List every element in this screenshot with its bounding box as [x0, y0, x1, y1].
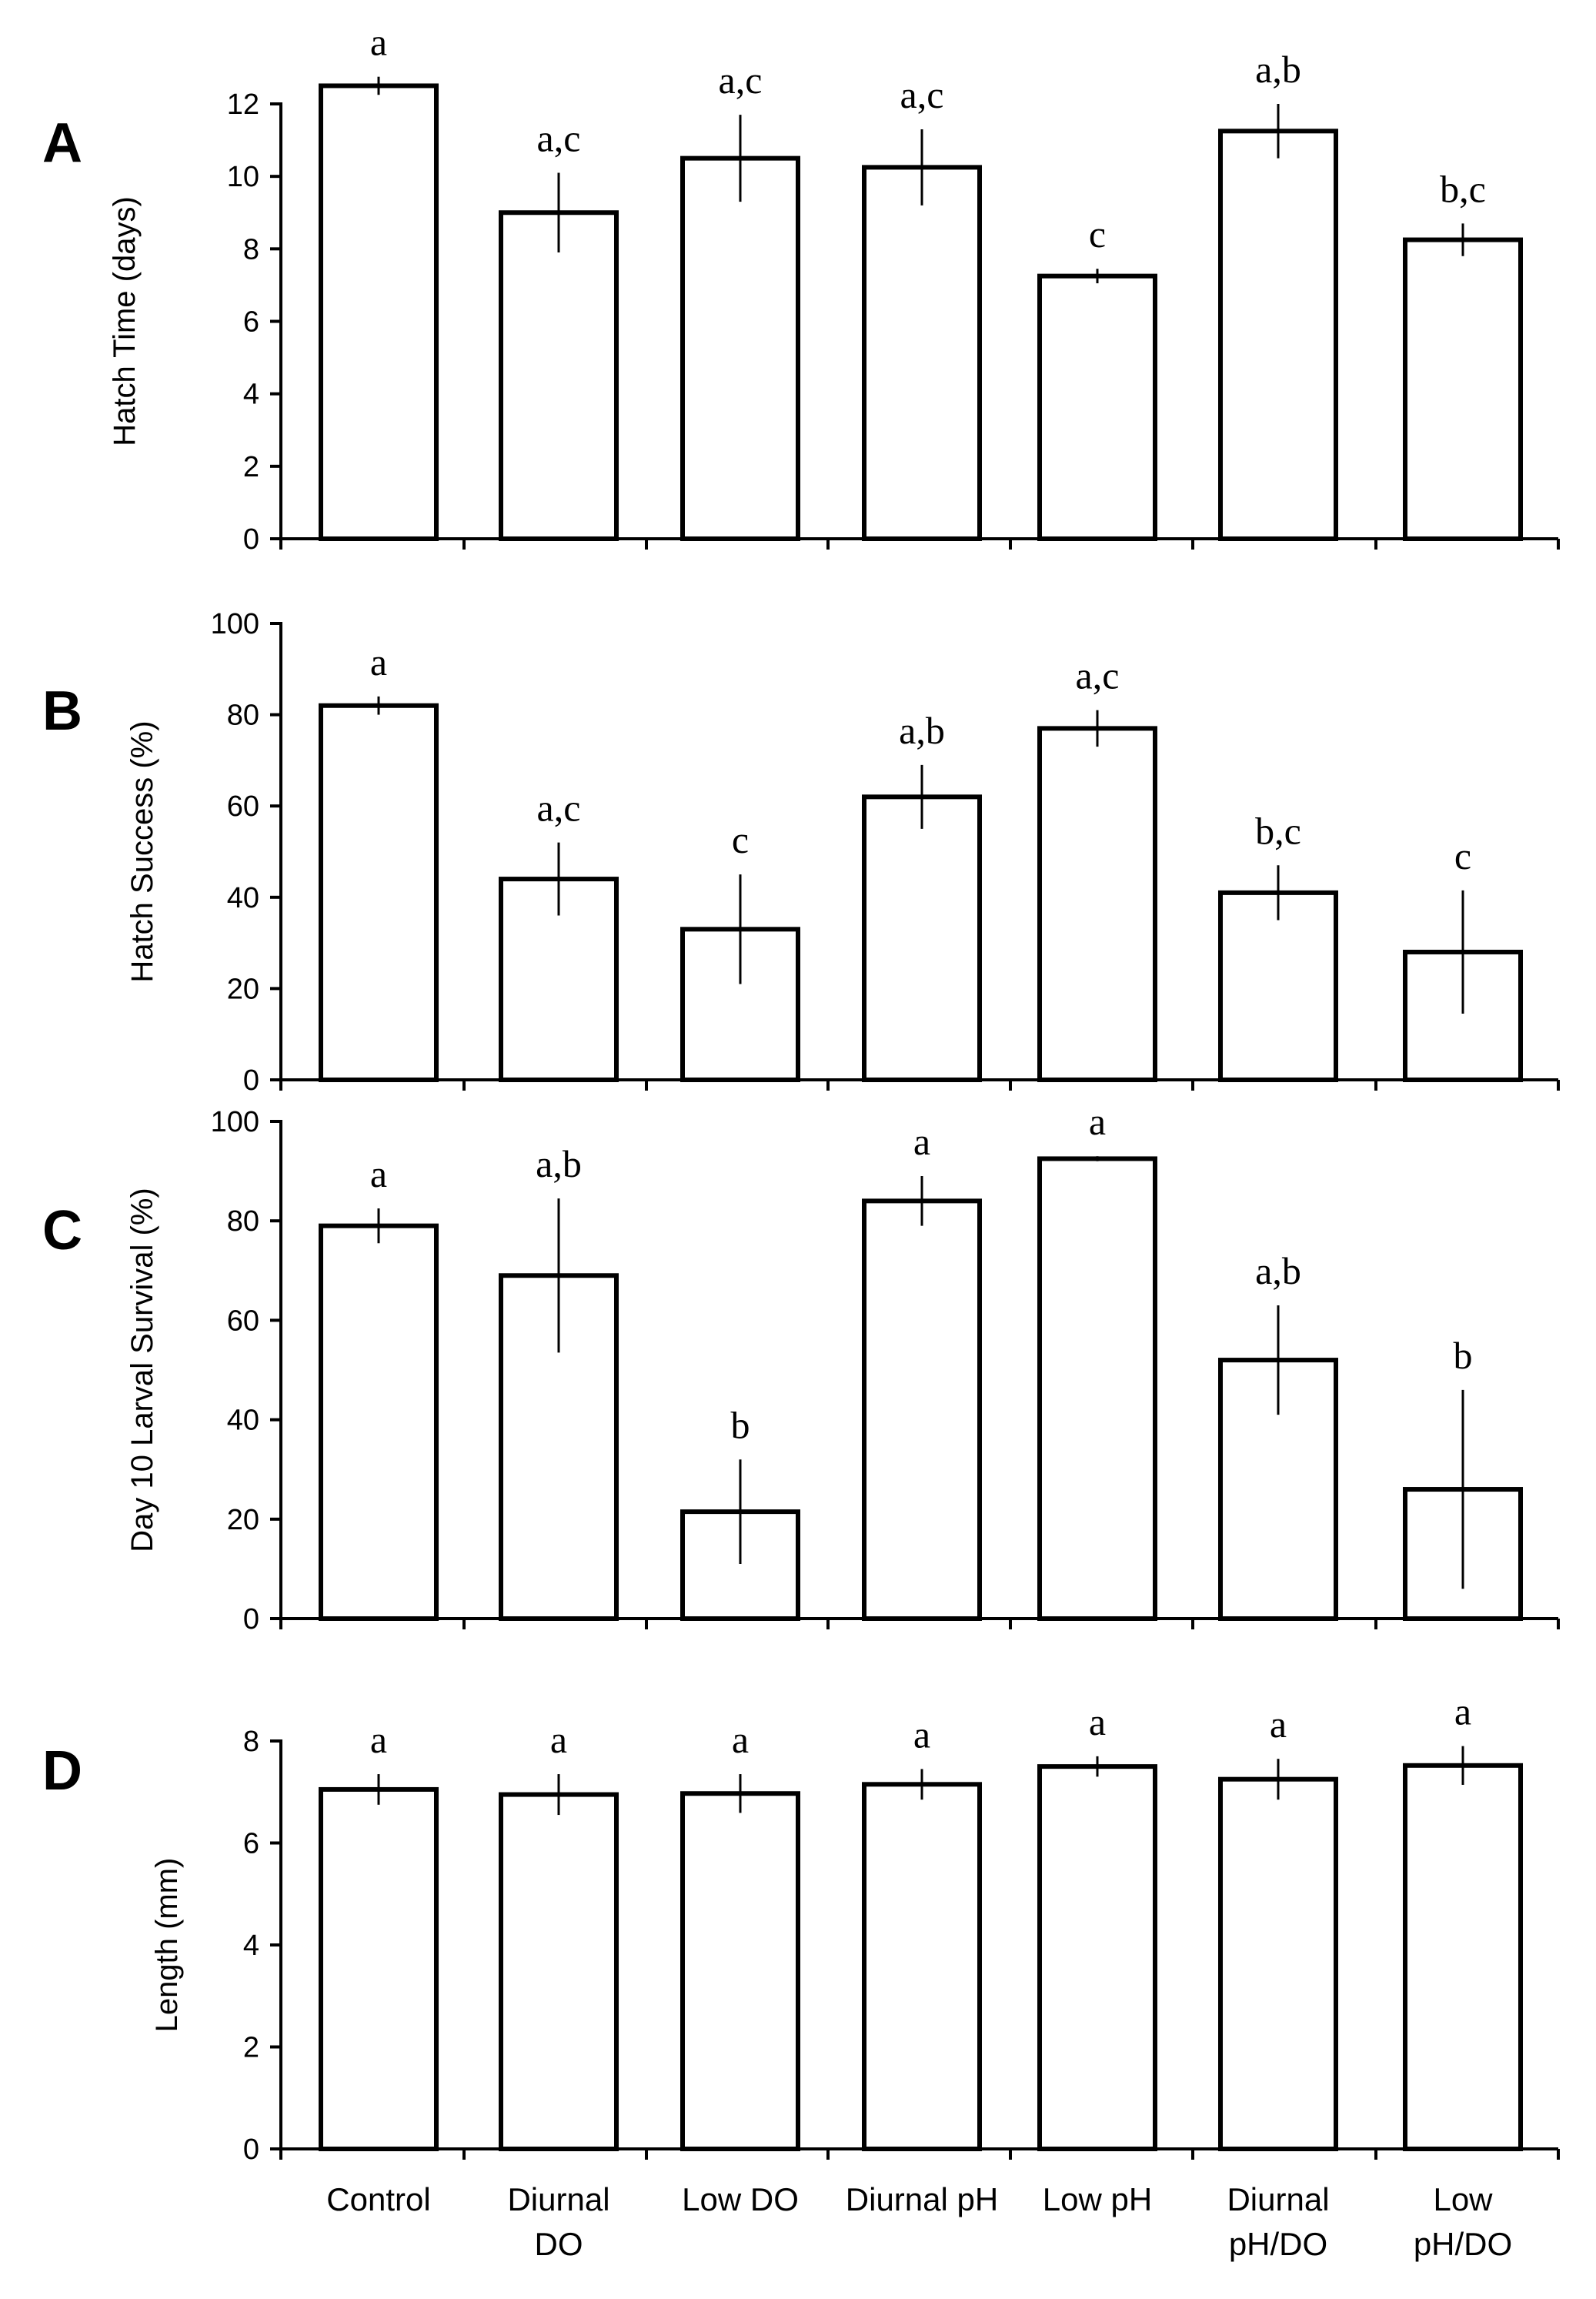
x-category-label: Control: [326, 2181, 430, 2217]
significance-label: a,c: [537, 787, 581, 830]
y-tick-label: 4: [243, 1930, 259, 1962]
x-category-labels: Control Diurnal DO Low DO Diurnal pH Low pH Di…: [326, 2181, 1512, 2262]
panel-letter: D: [42, 1740, 82, 1802]
significance-label: c: [1089, 212, 1106, 256]
y-tick-label: 0: [243, 2134, 259, 2166]
y-tick-label: 12: [227, 89, 259, 121]
significance-label: a,c: [1076, 654, 1120, 697]
y-tick-label: 6: [243, 1828, 259, 1860]
bar: [319, 1786, 439, 2151]
bar: [862, 165, 982, 541]
bar: [1218, 890, 1338, 1082]
y-axis-label: Length (mm): [150, 1858, 184, 2033]
y-axis-label: Hatch Success (%): [125, 720, 159, 982]
y-tick-label: 20: [227, 1504, 259, 1536]
x-category-label: Low DO: [682, 2181, 799, 2217]
bar: [1218, 129, 1338, 541]
bar: [1403, 237, 1523, 541]
significance-label: a: [370, 1152, 387, 1195]
significance-label: a: [370, 1718, 387, 1761]
y-tick-label: 0: [243, 523, 259, 556]
panel-d: D Length (mm) 0 2 4 6 8 a a a a a a a: [42, 1690, 1560, 2166]
chart-panels: A Hatch Time (days) 0 2 4 6 8 10 12 a a,c a,c a,c c a,…: [42, 21, 1560, 2166]
significance-label: a: [1089, 1700, 1106, 1743]
y-tick-label: 60: [227, 1305, 259, 1337]
y-tick-label: 80: [227, 700, 259, 732]
significance-label: b,c: [1255, 809, 1301, 852]
x-category-label: Low pH: [1043, 2181, 1152, 2217]
y-tick-label: 100: [211, 608, 259, 640]
bar: [499, 210, 619, 541]
bar: [1037, 726, 1157, 1082]
bar: [862, 1198, 982, 1621]
significance-label: b: [731, 1403, 750, 1446]
y-tick-label: 4: [243, 379, 259, 411]
significance-label: a: [1454, 1690, 1471, 1733]
x-category-label: Diurnal DO: [507, 2181, 609, 2262]
y-tick-label: 80: [227, 1205, 259, 1238]
significance-label: a,c: [900, 73, 944, 116]
significance-label: a: [913, 1120, 930, 1163]
significance-label: a,b: [1255, 1249, 1301, 1292]
y-axis-label: Hatch Time (days): [108, 196, 142, 446]
bar: [862, 794, 982, 1082]
bar: [1037, 1156, 1157, 1621]
x-category-label: Diurnal pH: [846, 2181, 998, 2217]
y-axis-label: Day 10 Larval Survival (%): [125, 1188, 159, 1552]
bar: [862, 1782, 982, 2151]
y-tick-label: 20: [227, 973, 259, 1005]
significance-label: a,c: [719, 58, 763, 102]
significance-label: a: [1270, 1703, 1287, 1746]
significance-label: a,b: [1255, 48, 1301, 91]
y-tick-label: 0: [243, 1603, 259, 1636]
significance-label: a: [913, 1713, 930, 1756]
bar: [1403, 1763, 1523, 2152]
significance-label: c: [732, 818, 749, 861]
y-tick-label: 8: [243, 1726, 259, 1758]
y-tick-label: 8: [243, 233, 259, 266]
bar: [1037, 1764, 1157, 2151]
bar: [1037, 273, 1157, 541]
significance-label: a: [1089, 1100, 1106, 1143]
significance-label: a,b: [899, 709, 945, 752]
panel-a: A Hatch Time (days) 0 2 4 6 8 10 12 a a,c a,c a,c c a,…: [42, 21, 1560, 556]
x-category-label: Low pH/DO: [1414, 2181, 1512, 2262]
significance-label: c: [1454, 834, 1471, 877]
significance-label: a,c: [537, 116, 581, 159]
significance-label: b,c: [1440, 167, 1486, 210]
panel-letter: A: [42, 112, 82, 174]
y-tick-label: 40: [227, 1405, 259, 1437]
bar: [680, 155, 800, 541]
panel-b: B Hatch Success (%) 0 20 40 60 80 100 a a,c c a,b a,…: [42, 608, 1560, 1097]
significance-label: a,b: [536, 1142, 582, 1185]
significance-label: a: [370, 640, 387, 683]
bar: [680, 1791, 800, 2152]
x-category-label: Diurnal pH/DO: [1227, 2181, 1329, 2262]
significance-label: a: [732, 1718, 749, 1761]
panel-letter: C: [42, 1200, 82, 1261]
panel-c: C Day 10 Larval Survival (%) 0 20 40 60 80 100 a…: [42, 1100, 1560, 1636]
y-tick-label: 2: [243, 451, 259, 483]
bar: [319, 83, 439, 542]
panel-letter: B: [42, 680, 82, 742]
significance-label: b: [1454, 1334, 1473, 1377]
bar: [319, 703, 439, 1082]
y-tick-label: 60: [227, 790, 259, 823]
bar: [499, 1792, 619, 2151]
y-tick-label: 10: [227, 161, 259, 193]
y-tick-label: 40: [227, 882, 259, 914]
bar: [319, 1223, 439, 1622]
y-tick-label: 6: [243, 306, 259, 339]
bar: [1218, 1776, 1338, 2151]
significance-label: a: [550, 1718, 567, 1761]
y-tick-label: 2: [243, 2032, 259, 2064]
y-tick-label: 0: [243, 1064, 259, 1097]
significance-label: a: [370, 21, 387, 64]
y-tick-label: 100: [211, 1106, 259, 1138]
